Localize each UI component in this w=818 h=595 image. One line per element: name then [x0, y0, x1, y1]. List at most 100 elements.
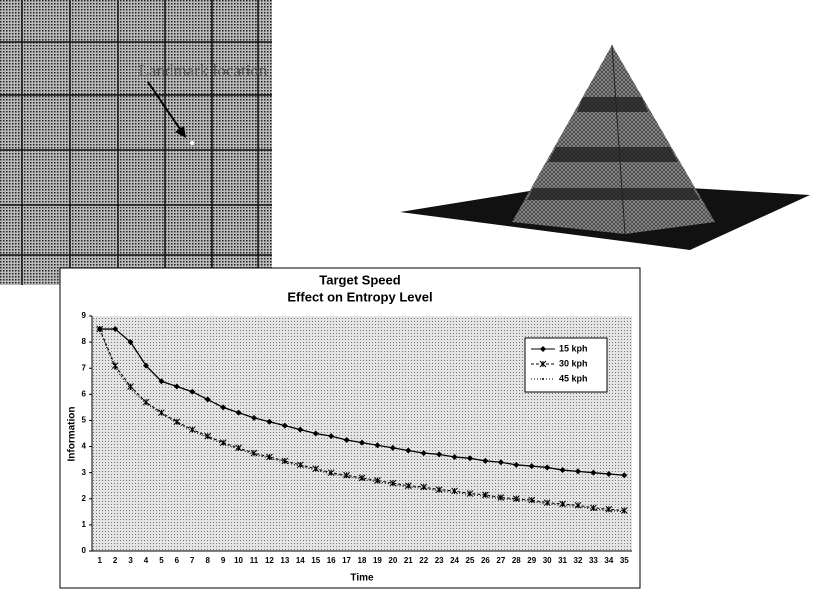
y-tick-label: 3: [82, 468, 87, 477]
marker: [204, 396, 211, 403]
marker: [499, 497, 502, 500]
x-tick-label: 10: [234, 556, 243, 565]
x-axis-label: Time: [350, 573, 374, 584]
marker: [389, 444, 396, 451]
marker: [528, 463, 535, 470]
marker: [173, 383, 180, 390]
x-tick-label: 6: [175, 556, 180, 565]
legend-label: 45 kph: [559, 373, 588, 383]
marker: [484, 495, 487, 498]
marker: [220, 404, 227, 411]
marker: [299, 465, 302, 468]
marker: [407, 486, 410, 489]
x-tick-label: 29: [527, 556, 536, 565]
marker: [160, 412, 163, 415]
y-tick-label: 1: [82, 520, 87, 529]
marker: [577, 505, 579, 508]
marker: [607, 509, 610, 512]
marker: [127, 339, 134, 346]
marker: [436, 451, 443, 458]
marker: [314, 469, 317, 472]
y-tick-label: 6: [82, 389, 87, 398]
x-tick-label: 8: [205, 556, 210, 565]
x-tick-label: 5: [159, 556, 164, 565]
chart-subtitle: Effect on Entropy Level: [287, 289, 432, 304]
marker: [297, 426, 304, 433]
series-line: [99, 328, 625, 512]
x-tick-label: 31: [558, 556, 567, 565]
marker: [266, 418, 273, 425]
marker: [559, 467, 566, 474]
marker: [112, 326, 119, 333]
marker: [420, 450, 427, 457]
x-tick-label: 25: [466, 556, 475, 565]
marker: [376, 480, 379, 483]
marker: [530, 500, 533, 503]
x-tick-label: 9: [221, 556, 226, 565]
marker: [623, 510, 626, 513]
marker: [469, 493, 471, 496]
marker: [330, 472, 333, 475]
legend-label: 30 kph: [559, 358, 588, 368]
x-tick-label: 34: [604, 556, 613, 565]
marker: [175, 422, 178, 425]
marker: [145, 402, 147, 405]
marker: [158, 378, 165, 385]
marker: [129, 388, 132, 391]
marker: [515, 499, 518, 502]
x-tick-label: 14: [296, 556, 305, 565]
marker: [561, 504, 564, 507]
x-tick-label: 13: [280, 556, 289, 565]
x-tick-label: 24: [450, 556, 459, 565]
x-tick-label: 7: [190, 556, 195, 565]
marker: [237, 448, 240, 451]
x-tick-label: 22: [419, 556, 428, 565]
marker: [268, 457, 271, 460]
marker: [222, 442, 225, 445]
x-tick-label: 15: [311, 556, 320, 565]
marker: [438, 489, 441, 492]
marker: [98, 329, 101, 332]
x-tick-label: 26: [481, 556, 490, 565]
y-tick-label: 5: [82, 416, 87, 425]
marker: [143, 362, 149, 369]
marker: [405, 447, 412, 454]
x-tick-label: 12: [265, 556, 274, 565]
marker: [281, 422, 288, 429]
marker: [451, 454, 458, 460]
marker: [343, 437, 350, 444]
marker: [328, 433, 335, 440]
y-tick-label: 0: [82, 546, 87, 555]
x-tick-label: 16: [327, 556, 336, 565]
y-tick-label: 9: [82, 311, 87, 320]
marker: [497, 459, 504, 466]
x-tick-label: 20: [388, 556, 397, 565]
marker: [575, 468, 581, 475]
legend-label: 15 kph: [559, 343, 588, 353]
x-tick-label: 3: [128, 556, 133, 565]
marker: [206, 436, 209, 439]
marker: [191, 429, 194, 432]
image-label: Landmark location: [139, 61, 268, 80]
x-tick-label: 27: [496, 556, 505, 565]
y-tick-label: 8: [82, 337, 87, 346]
marker: [345, 475, 348, 478]
x-tick-label: 28: [512, 556, 521, 565]
x-tick-label: 32: [574, 556, 583, 565]
marker: [621, 472, 628, 479]
pyramid-image: [400, 44, 810, 250]
marker: [453, 491, 456, 494]
legend-marker: [542, 378, 544, 380]
legend-marker: [539, 360, 547, 368]
marker: [546, 503, 549, 505]
x-tick-label: 35: [620, 556, 629, 565]
marker: [189, 388, 196, 395]
marker: [482, 457, 489, 464]
marker: [391, 483, 394, 486]
y-tick-label: 4: [82, 442, 87, 451]
marker: [359, 439, 365, 446]
marker: [114, 367, 117, 370]
marker: [374, 442, 381, 449]
x-tick-label: 4: [144, 556, 149, 565]
